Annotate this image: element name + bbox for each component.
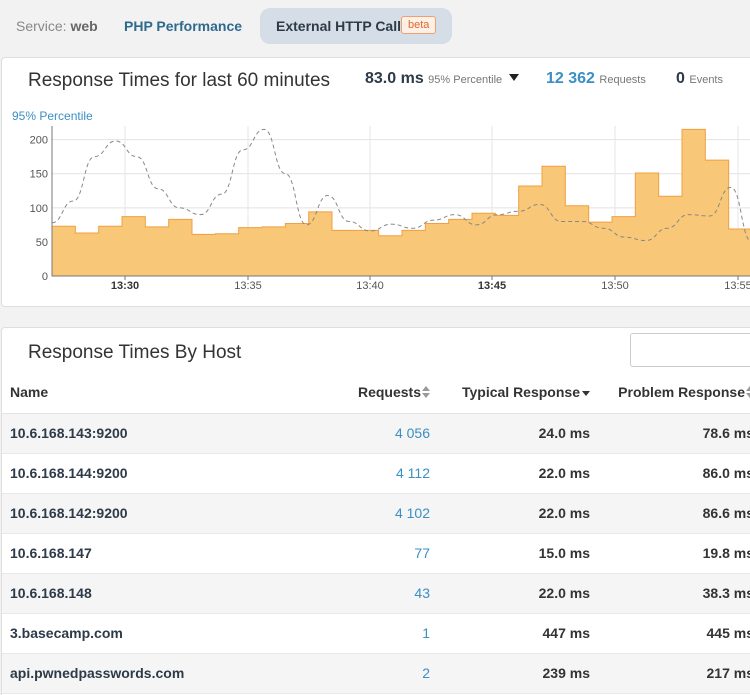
table-row[interactable]: 10.6.168.144:9200 4 112 22.0 ms 86.0 ms bbox=[2, 453, 750, 494]
caret-down-icon[interactable] bbox=[508, 74, 519, 81]
host-name[interactable]: 3.basecamp.com bbox=[2, 613, 292, 654]
table-row[interactable]: 10.6.168.142:9200 4 102 22.0 ms 86.6 ms bbox=[2, 493, 750, 534]
events-stat: 0 Events bbox=[676, 70, 723, 88]
x-tick-label: 13:40 bbox=[356, 280, 384, 292]
events-label: Events bbox=[689, 74, 723, 86]
host-problem: 217 ms bbox=[598, 653, 750, 694]
host-typical: 22.0 ms bbox=[438, 573, 598, 614]
host-problem: 86.6 ms bbox=[598, 493, 750, 534]
host-problem: 78.6 ms bbox=[598, 413, 750, 454]
response-panel-title: Response Times for last 60 minutes bbox=[28, 70, 331, 91]
host-typical: 22.0 ms bbox=[438, 493, 598, 534]
requests-label: Requests bbox=[599, 74, 646, 86]
table-header-row: Name Requests Typical Response Problem R… bbox=[2, 372, 750, 414]
host-problem: 19.8 ms bbox=[598, 533, 750, 574]
requests-value: 12 362 bbox=[546, 70, 595, 87]
host-typical: 24.0 ms bbox=[438, 413, 598, 454]
host-name[interactable]: 10.6.168.147 bbox=[2, 533, 292, 574]
percentile-label: 95% Percentile bbox=[428, 74, 503, 86]
beta-badge: beta bbox=[401, 16, 437, 34]
percentile-value: 83.0 ms bbox=[365, 70, 424, 87]
col-requests-header[interactable]: Requests bbox=[292, 372, 438, 414]
requests-stat: 12 362 Requests bbox=[546, 70, 646, 88]
host-requests: 2 bbox=[292, 653, 438, 694]
x-tick-label: 13:45 bbox=[478, 280, 506, 292]
series-area bbox=[51, 128, 750, 277]
tab-external-label: External HTTP Calls bbox=[276, 18, 409, 34]
hosts-table: Name Requests Typical Response Problem R… bbox=[2, 372, 750, 694]
tab-php-performance[interactable]: PHP Performance bbox=[124, 18, 243, 34]
host-requests: 4 102 bbox=[292, 493, 438, 534]
host-requests: 4 112 bbox=[292, 453, 438, 494]
hosts-panel: Response Times By Host Name Requests Typ… bbox=[1, 327, 750, 695]
host-typical: 447 ms bbox=[438, 613, 598, 654]
host-problem: 86.0 ms bbox=[598, 453, 750, 494]
service-indicator: Service: web bbox=[16, 18, 98, 34]
x-tick-label: 13:35 bbox=[234, 280, 262, 292]
host-typical: 22.0 ms bbox=[438, 453, 598, 494]
host-requests: 77 bbox=[292, 533, 438, 574]
y-tick-label: 200 bbox=[30, 135, 48, 147]
top-nav: Service: web PHP Performance External HT… bbox=[0, 0, 750, 52]
host-requests: 1 bbox=[292, 613, 438, 654]
host-problem: 445 ms bbox=[598, 613, 750, 654]
percentile-selector[interactable]: 83.0 ms 95% Percentile bbox=[365, 70, 519, 88]
host-typical: 239 ms bbox=[438, 653, 598, 694]
sort-icon bbox=[422, 386, 430, 399]
col-name-header[interactable]: Name bbox=[2, 372, 292, 414]
host-name[interactable]: api.pwnedpasswords.com bbox=[2, 653, 292, 694]
host-typical: 15.0 ms bbox=[438, 533, 598, 574]
events-value: 0 bbox=[676, 70, 685, 87]
hosts-panel-title: Response Times By Host bbox=[28, 342, 242, 363]
host-filter-input[interactable] bbox=[630, 333, 750, 367]
x-tick-label: 13:50 bbox=[601, 280, 629, 292]
sort-desc-icon bbox=[582, 391, 590, 397]
tab-external-http-calls[interactable]: External HTTP Calls beta bbox=[260, 8, 452, 44]
response-times-panel: Response Times for last 60 minutes 83.0 … bbox=[1, 57, 750, 307]
response-time-chart[interactable]: 95% Percentile 0 50 100 150 200 13:30 13:35 13:4… bbox=[2, 108, 750, 298]
chart-title: 95% Percentile bbox=[12, 109, 93, 123]
host-name[interactable]: 10.6.168.144:9200 bbox=[2, 453, 292, 494]
table-row[interactable]: 10.6.168.148 43 22.0 ms 38.3 ms bbox=[2, 573, 750, 614]
x-tick-label: 13:30 bbox=[111, 280, 139, 292]
y-tick-label: 150 bbox=[30, 169, 48, 181]
table-row[interactable]: 3.basecamp.com 1 447 ms 445 ms bbox=[2, 613, 750, 654]
x-tick-label: 13:55 bbox=[724, 280, 750, 292]
host-name[interactable]: 10.6.168.143:9200 bbox=[2, 413, 292, 454]
service-label: Service: bbox=[16, 18, 67, 34]
y-tick-label: 0 bbox=[42, 271, 48, 283]
host-name[interactable]: 10.6.168.142:9200 bbox=[2, 493, 292, 534]
host-name[interactable]: 10.6.168.148 bbox=[2, 573, 292, 614]
table-row[interactable]: api.pwnedpasswords.com 2 239 ms 217 ms bbox=[2, 653, 750, 694]
y-tick-label: 50 bbox=[36, 237, 48, 249]
sort-icon bbox=[746, 386, 750, 399]
col-problem-header[interactable]: Problem Response bbox=[598, 372, 750, 414]
y-tick-label: 100 bbox=[30, 203, 48, 215]
series-dashed-line bbox=[51, 128, 750, 242]
host-requests: 4 056 bbox=[292, 413, 438, 454]
col-typical-header[interactable]: Typical Response bbox=[438, 372, 598, 414]
table-row[interactable]: 10.6.168.147 77 15.0 ms 19.8 ms bbox=[2, 533, 750, 574]
table-row[interactable]: 10.6.168.143:9200 4 056 24.0 ms 78.6 ms bbox=[2, 413, 750, 454]
host-problem: 38.3 ms bbox=[598, 573, 750, 614]
host-requests: 43 bbox=[292, 573, 438, 614]
service-value: web bbox=[70, 18, 98, 34]
